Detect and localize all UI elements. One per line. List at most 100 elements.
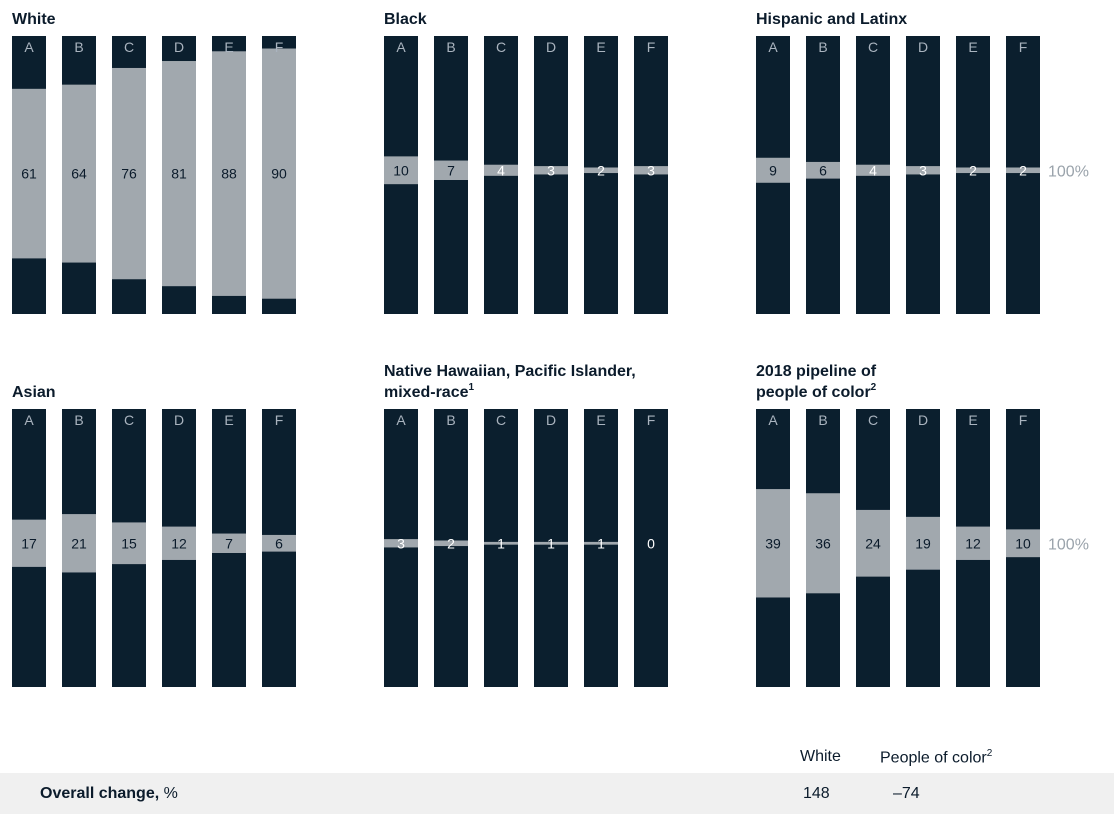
bar-share-a [12,519,46,567]
bar-bg-c [484,409,518,687]
bar-share-b [434,160,468,181]
value-label-e: 88 [221,166,237,182]
category-label-a: A [396,412,406,428]
reference-label: 100% [1048,163,1089,180]
category-label-e: E [224,412,233,428]
value-label-c: 1 [497,535,505,551]
value-label-e: 2 [597,162,605,178]
bar-share-e [956,167,990,174]
bar-share-a [756,157,790,183]
bar-share-a [384,539,418,548]
category-label-d: D [918,39,928,55]
panel-title: mixed-race1 [384,382,475,401]
bar-share-f [262,534,296,552]
category-label-b: B [818,412,827,428]
category-label-c: C [124,39,134,55]
category-label-d: D [174,39,184,55]
category-label-d: D [546,412,556,428]
summary-row-label: Overall change, % [40,785,178,802]
bar-share-a [756,489,790,598]
category-label-d: D [918,412,928,428]
bar-share-c [856,164,890,176]
bar-share-c [856,509,890,577]
panel-title: Hispanic and Latinx [756,11,907,28]
value-label-d: 81 [171,166,187,182]
bar-share-a [384,156,418,185]
category-label-c: C [496,39,506,55]
bar-share-c [484,164,518,176]
category-label-f: F [647,39,656,55]
bar-share-b [806,493,840,594]
category-label-c: C [124,412,134,428]
category-label-a: A [24,412,34,428]
value-label-d: 12 [171,535,187,551]
value-label-c: 15 [121,535,137,551]
panel-asian: Asian A 17 B 21 C 15 D 12 E 7 F 6 [12,384,296,687]
value-label-e: 7 [225,535,233,551]
category-label-f: F [647,412,656,428]
value-label-b: 64 [71,166,87,182]
value-label-b: 7 [447,162,455,178]
value-label-a: 39 [765,535,781,551]
summary-header-white: White [800,748,841,765]
bar-share-d [906,516,940,570]
category-label-e: E [968,39,977,55]
panel-native-hawaiian-pacific-islander-mixed-race: Native Hawaiian, Pacific Islander, mixed-… [384,363,668,687]
value-label-f: 10 [1015,535,1031,551]
category-label-a: A [768,412,778,428]
category-label-c: C [868,412,878,428]
category-label-b: B [446,412,455,428]
value-label-c: 76 [121,166,137,182]
category-label-b: B [446,39,455,55]
bar-bg-d [534,36,568,314]
category-label-b: B [74,412,83,428]
bar-share-e [584,541,618,545]
category-label-d: D [546,39,556,55]
category-label-e: E [968,412,977,428]
category-label-e: E [596,412,605,428]
summary-header: White People of color2 [0,744,1114,772]
value-label-b: 6 [819,162,827,178]
bar-share-d [906,166,940,175]
bar-share-c [484,541,518,545]
category-label-e: E [596,39,605,55]
bar-bg-b [434,409,468,687]
panel-title: Asian [12,384,56,401]
value-label-d: 3 [919,162,927,178]
bar-share-d [534,541,568,545]
bar-share-f [1006,529,1040,558]
bar-share-a [12,88,46,259]
category-label-e: E [224,39,233,55]
value-label-b: 21 [71,535,87,551]
bar-share-d [534,166,568,175]
bar-share-b [434,540,468,547]
bar-share-e [956,526,990,560]
value-label-e: 1 [597,535,605,551]
category-label-d: D [174,412,184,428]
summary-header-people-of-color: People of color2 [880,748,993,767]
panel-2018-pipeline-of-people-of-color: 2018 pipeline of people of color2 A 39 B 36 C 2… [756,363,1089,687]
category-label-c: C [868,39,878,55]
bar-share-b [62,84,96,263]
value-label-f: 3 [647,162,655,178]
bar-bg-f [1006,36,1040,314]
bar-share-d [162,61,196,287]
category-label-b: B [818,39,827,55]
bar-bg-d [534,409,568,687]
category-label-a: A [396,39,406,55]
bar-share-e [212,51,246,296]
value-label-e: 12 [965,535,981,551]
bar-share-e [212,533,246,554]
value-label-d: 3 [547,162,555,178]
value-label-f: 6 [275,535,283,551]
bar-bg-e [956,36,990,314]
value-label-f: 2 [1019,162,1027,178]
bar-share-f [634,166,668,175]
summary-value-white: 148 [803,785,830,802]
value-label-b: 2 [447,535,455,551]
value-label-a: 9 [769,162,777,178]
category-label-f: F [1019,39,1028,55]
value-label-c: 24 [865,535,881,551]
category-label-f: F [275,39,284,55]
value-label-c: 4 [497,162,505,178]
